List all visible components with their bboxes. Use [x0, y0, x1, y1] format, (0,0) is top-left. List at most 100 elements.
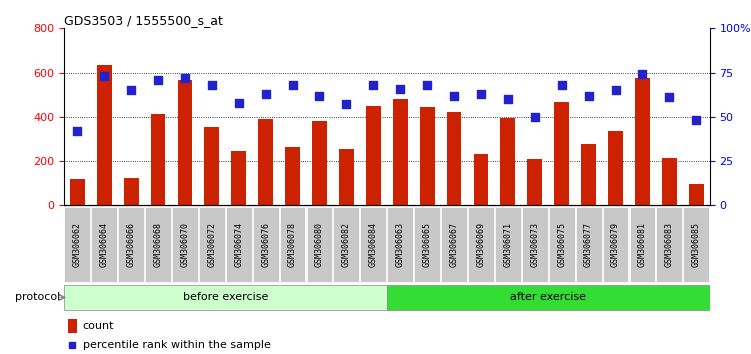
- Point: [475, 91, 487, 97]
- FancyBboxPatch shape: [279, 207, 306, 282]
- Text: GSM306065: GSM306065: [423, 222, 432, 267]
- Point: [367, 82, 379, 88]
- Text: GSM306068: GSM306068: [153, 222, 162, 267]
- Text: GSM306085: GSM306085: [692, 222, 701, 267]
- Point: [421, 82, 433, 88]
- Point: [287, 82, 299, 88]
- Bar: [312, 121, 327, 205]
- Point: [179, 75, 191, 81]
- FancyBboxPatch shape: [118, 207, 144, 282]
- Text: GSM306077: GSM306077: [584, 222, 593, 267]
- FancyBboxPatch shape: [441, 207, 467, 282]
- FancyBboxPatch shape: [602, 207, 629, 282]
- Point: [340, 102, 352, 107]
- Text: after exercise: after exercise: [510, 292, 587, 302]
- Bar: [662, 158, 677, 205]
- Point: [313, 93, 325, 98]
- FancyBboxPatch shape: [65, 207, 90, 282]
- Point: [394, 86, 406, 91]
- FancyBboxPatch shape: [415, 207, 440, 282]
- Point: [583, 93, 595, 98]
- Text: GSM306073: GSM306073: [530, 222, 539, 267]
- Bar: [581, 144, 596, 205]
- Text: GSM306078: GSM306078: [288, 222, 297, 267]
- Text: GSM306063: GSM306063: [396, 222, 405, 267]
- FancyBboxPatch shape: [306, 207, 333, 282]
- Bar: [447, 113, 461, 205]
- FancyBboxPatch shape: [468, 207, 494, 282]
- Text: GSM306066: GSM306066: [127, 222, 136, 267]
- Text: GSM306075: GSM306075: [557, 222, 566, 267]
- Text: percentile rank within the sample: percentile rank within the sample: [83, 341, 270, 350]
- FancyBboxPatch shape: [172, 207, 198, 282]
- Bar: [285, 147, 300, 205]
- Text: GSM306080: GSM306080: [315, 222, 324, 267]
- Point: [663, 95, 675, 100]
- Text: GDS3503 / 1555500_s_at: GDS3503 / 1555500_s_at: [64, 14, 223, 27]
- Bar: [474, 154, 488, 205]
- FancyBboxPatch shape: [549, 207, 575, 282]
- FancyBboxPatch shape: [388, 207, 413, 282]
- Point: [690, 118, 702, 123]
- Bar: [608, 131, 623, 205]
- FancyBboxPatch shape: [522, 207, 547, 282]
- Point: [233, 100, 245, 105]
- Text: GSM306079: GSM306079: [611, 222, 620, 267]
- Point: [448, 93, 460, 98]
- Point: [206, 82, 218, 88]
- Text: GSM306067: GSM306067: [450, 222, 459, 267]
- FancyBboxPatch shape: [199, 207, 225, 282]
- Bar: [231, 151, 246, 205]
- Point: [260, 91, 272, 97]
- Text: GSM306084: GSM306084: [369, 222, 378, 267]
- Text: GSM306082: GSM306082: [342, 222, 351, 267]
- Text: protocol: protocol: [15, 292, 60, 302]
- Text: GSM306069: GSM306069: [476, 222, 485, 267]
- Text: GSM306076: GSM306076: [261, 222, 270, 267]
- Bar: [366, 106, 381, 205]
- FancyBboxPatch shape: [576, 207, 602, 282]
- Point: [610, 87, 622, 93]
- Point: [502, 96, 514, 102]
- Bar: [68, 319, 77, 333]
- FancyBboxPatch shape: [145, 207, 171, 282]
- Text: GSM306062: GSM306062: [73, 222, 82, 267]
- FancyBboxPatch shape: [387, 285, 710, 310]
- Bar: [420, 107, 435, 205]
- Bar: [124, 178, 138, 205]
- Point: [529, 114, 541, 120]
- Bar: [554, 102, 569, 205]
- FancyBboxPatch shape: [495, 207, 520, 282]
- Bar: [97, 65, 112, 205]
- Text: count: count: [83, 321, 114, 331]
- Point: [71, 128, 83, 134]
- Point: [636, 72, 648, 77]
- Text: GSM306071: GSM306071: [503, 222, 512, 267]
- Text: GSM306083: GSM306083: [665, 222, 674, 267]
- Bar: [151, 114, 165, 205]
- Bar: [527, 159, 542, 205]
- Point: [152, 77, 164, 82]
- FancyBboxPatch shape: [683, 207, 709, 282]
- FancyBboxPatch shape: [92, 207, 117, 282]
- Bar: [177, 80, 192, 205]
- FancyBboxPatch shape: [333, 207, 359, 282]
- FancyBboxPatch shape: [629, 207, 656, 282]
- FancyBboxPatch shape: [656, 207, 682, 282]
- Point: [125, 87, 137, 93]
- Bar: [393, 99, 408, 205]
- FancyBboxPatch shape: [253, 207, 279, 282]
- Bar: [258, 119, 273, 205]
- Text: GSM306064: GSM306064: [100, 222, 109, 267]
- Text: before exercise: before exercise: [182, 292, 268, 302]
- Text: GSM306081: GSM306081: [638, 222, 647, 267]
- Bar: [204, 127, 219, 205]
- Text: GSM306070: GSM306070: [180, 222, 189, 267]
- Bar: [500, 118, 515, 205]
- FancyBboxPatch shape: [64, 285, 387, 310]
- Bar: [70, 179, 85, 205]
- FancyBboxPatch shape: [360, 207, 386, 282]
- FancyBboxPatch shape: [226, 207, 252, 282]
- Text: GSM306074: GSM306074: [234, 222, 243, 267]
- Point: [98, 73, 110, 79]
